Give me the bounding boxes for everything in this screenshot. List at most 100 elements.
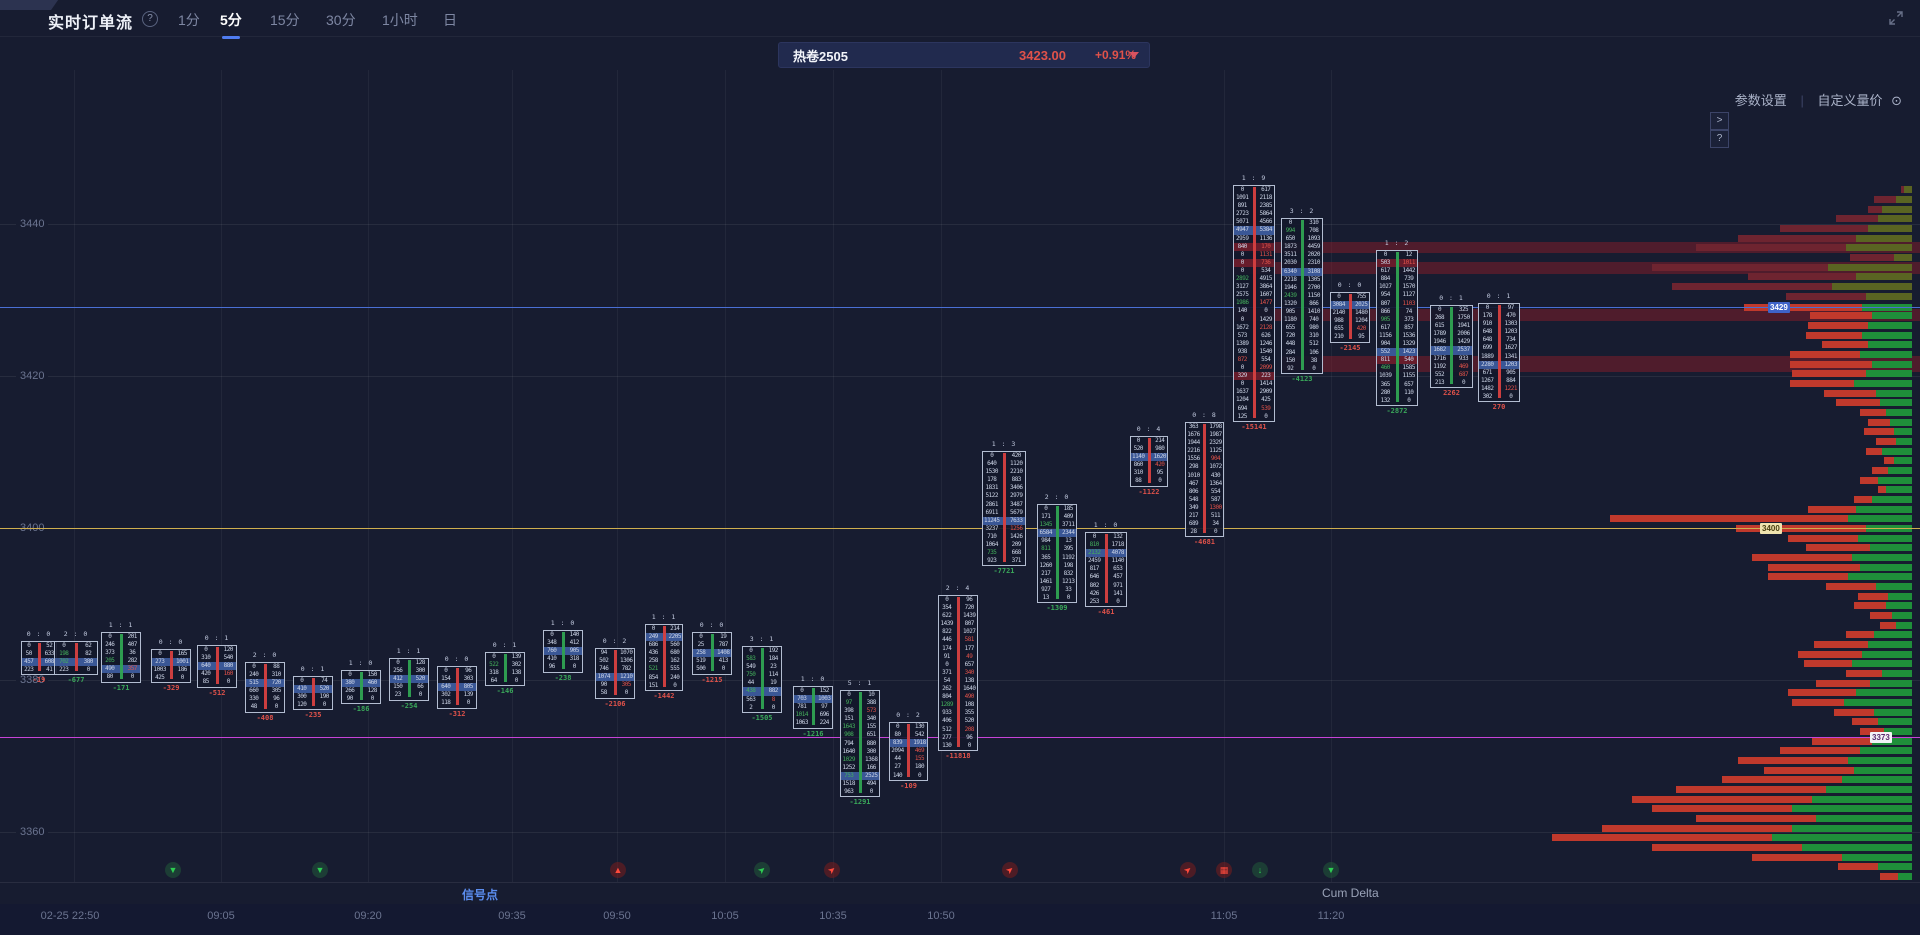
volume-profile-buy-bar xyxy=(1870,544,1912,551)
bid-volume-cell: 120 xyxy=(297,701,307,709)
footprint-row: 2140 1480 xyxy=(1331,309,1369,317)
volume-profile-sell-bar xyxy=(1788,535,1858,542)
ask-volume-cell: 132 xyxy=(1113,533,1123,540)
ask-volume-cell: 160 xyxy=(223,670,234,678)
ask-volume-cell: 300 xyxy=(415,667,426,675)
bid-volume-cell: 25 xyxy=(697,641,705,649)
volume-profile-sell-bar xyxy=(1806,544,1870,551)
ask-volume-cell: 180 xyxy=(914,763,925,771)
volume-profile-buy-bar xyxy=(1860,351,1912,358)
bid-volume-cell: 380 xyxy=(345,679,355,687)
ask-volume-cell: 1003 xyxy=(818,695,831,703)
footprint-row: 2216 1125 xyxy=(1186,447,1223,455)
bid-volume-cell: 1074 xyxy=(597,673,611,681)
footprint-row: 1014 696 xyxy=(794,711,832,719)
candle-delta: -171 xyxy=(112,683,130,692)
volume-profile-row xyxy=(1752,554,1912,561)
ask-volume-cell: 177 xyxy=(964,644,975,652)
footprint-row: 0 120 xyxy=(198,646,236,654)
panel-help-button[interactable]: ? xyxy=(1710,130,1729,148)
ask-volume-cell: 305 xyxy=(271,687,282,695)
footprint-row: 908 651 xyxy=(841,731,879,739)
contract-selector[interactable]: 热卷2505 3423.00 +0.91% xyxy=(778,42,1150,68)
footprint-row: 0 192 xyxy=(743,647,781,655)
vertical-gridline xyxy=(833,70,834,882)
footprint-row: 460 1585 xyxy=(1377,364,1417,372)
price-line-tag: 3429 xyxy=(1768,302,1790,313)
ask-volume-cell: 240 xyxy=(670,673,680,681)
ask-volume-cell: 0 xyxy=(1509,393,1513,401)
signal-points-label[interactable]: 信号点 xyxy=(462,888,499,902)
ask-volume-cell: 97 xyxy=(1507,304,1515,311)
footprint-row: 521 555 xyxy=(646,665,682,673)
footprint-row: 648 1203 xyxy=(1479,328,1519,336)
volume-profile-sell-bar xyxy=(1822,341,1868,348)
footprint-row: 1027 1570 xyxy=(1377,283,1417,291)
expand-panel-button[interactable]: > xyxy=(1710,112,1729,130)
target-icon[interactable]: ⊙ xyxy=(1891,93,1902,108)
bid-volume-cell: 984 xyxy=(1041,537,1051,545)
order-flow-chart[interactable]: 3440 3420 3400 3380 3360 3429 3400 3373 0 : 0 0 52… xyxy=(0,70,1920,882)
footprint-row: 0 152 xyxy=(794,687,832,695)
ask-volume-cell: 1127 xyxy=(1402,291,1416,299)
volume-profile-buy-bar xyxy=(1844,699,1912,706)
ask-volume-cell: 904 xyxy=(1210,455,1221,463)
bid-volume-cell: 0 xyxy=(1240,266,1245,274)
tab-日[interactable]: 日 xyxy=(443,12,457,28)
ask-volume-cell: 62 xyxy=(85,642,92,649)
footprint-row: 253 0 xyxy=(1086,598,1126,606)
bid-volume-cell: 0 xyxy=(550,631,554,638)
tab-5分[interactable]: 5分 xyxy=(220,12,242,39)
footprint-row: 410 318 xyxy=(544,655,582,663)
ask-volume-cell: 388 xyxy=(866,699,877,707)
bid-volume-cell: 0 xyxy=(651,625,656,632)
bid-volume-cell: 246 xyxy=(105,641,115,649)
tab-1分[interactable]: 1分 xyxy=(178,12,200,28)
top-bar: 实时订单流 ? 1分 5分 15分 30分 1小时 日 xyxy=(0,0,1920,39)
volume-profile-row xyxy=(1876,438,1912,445)
chevron-down-icon[interactable] xyxy=(1129,52,1139,58)
time-axis-label: 09:50 xyxy=(603,910,631,922)
volume-profile-buy-bar xyxy=(1816,815,1912,822)
candle-delta: 270 xyxy=(1492,403,1506,412)
settings-button[interactable]: 参数设置 xyxy=(1734,93,1787,108)
candle-body-line xyxy=(1104,534,1108,603)
ask-volume-cell: 120 xyxy=(223,646,234,653)
ask-volume-cell: 971 xyxy=(1113,581,1123,589)
bid-volume-cell: 810 xyxy=(1089,541,1100,549)
fullscreen-icon[interactable] xyxy=(1888,10,1904,26)
footprint-row: 0 1131 xyxy=(1234,251,1274,259)
volume-profile-sell-bar xyxy=(1652,264,1828,271)
footprint-row: 0 12 xyxy=(1377,251,1417,259)
tab-30分[interactable]: 30分 xyxy=(326,12,356,28)
footprint-row: 406 520 xyxy=(939,717,977,725)
ask-volume-cell: 140 xyxy=(569,631,580,638)
footprint-row: 0 185 xyxy=(1038,505,1076,513)
volume-profile-sell-bar xyxy=(1764,767,1854,774)
footprint-row: 90 0 xyxy=(342,695,380,703)
volume-profile-row xyxy=(1738,235,1912,242)
footprint-row: 2439 1150 xyxy=(1282,292,1322,300)
volume-profile-row xyxy=(1836,399,1912,406)
tab-15分[interactable]: 15分 xyxy=(270,12,300,28)
footprint-row: 150 66 xyxy=(390,683,428,691)
ask-volume-cell: 980 xyxy=(1309,324,1319,332)
ask-volume-cell: 95 xyxy=(1358,333,1365,341)
custom-volume-price-button[interactable]: 自定义量价 xyxy=(1817,93,1883,108)
footprint-row: 1192 469 xyxy=(1431,363,1472,371)
footprint-row: 781 97 xyxy=(794,703,832,711)
footprint-row: 1260 198 xyxy=(1038,562,1076,570)
footprint-row: 280 110 xyxy=(1377,389,1417,397)
footprint-row: 120 0 xyxy=(294,701,332,709)
footprint-row: 671 905 xyxy=(1479,369,1519,377)
footprint-row: 300 190 xyxy=(294,693,332,701)
volume-profile-buy-bar xyxy=(1856,506,1912,513)
bid-volume-cell: 0 xyxy=(204,646,208,653)
cum-delta-label[interactable]: Cum Delta xyxy=(1322,886,1379,900)
time-axis[interactable]: 02-25 22:50 09:05 09:20 09:35 09:50 10:05 10:3… xyxy=(0,904,1920,935)
tab-1小时[interactable]: 1小时 xyxy=(382,12,418,28)
help-icon[interactable]: ? xyxy=(142,11,158,27)
bid-volume-cell: 1289 xyxy=(940,701,954,709)
volume-profile-row xyxy=(1850,254,1912,261)
bid-volume-cell: 2861 xyxy=(985,500,999,508)
